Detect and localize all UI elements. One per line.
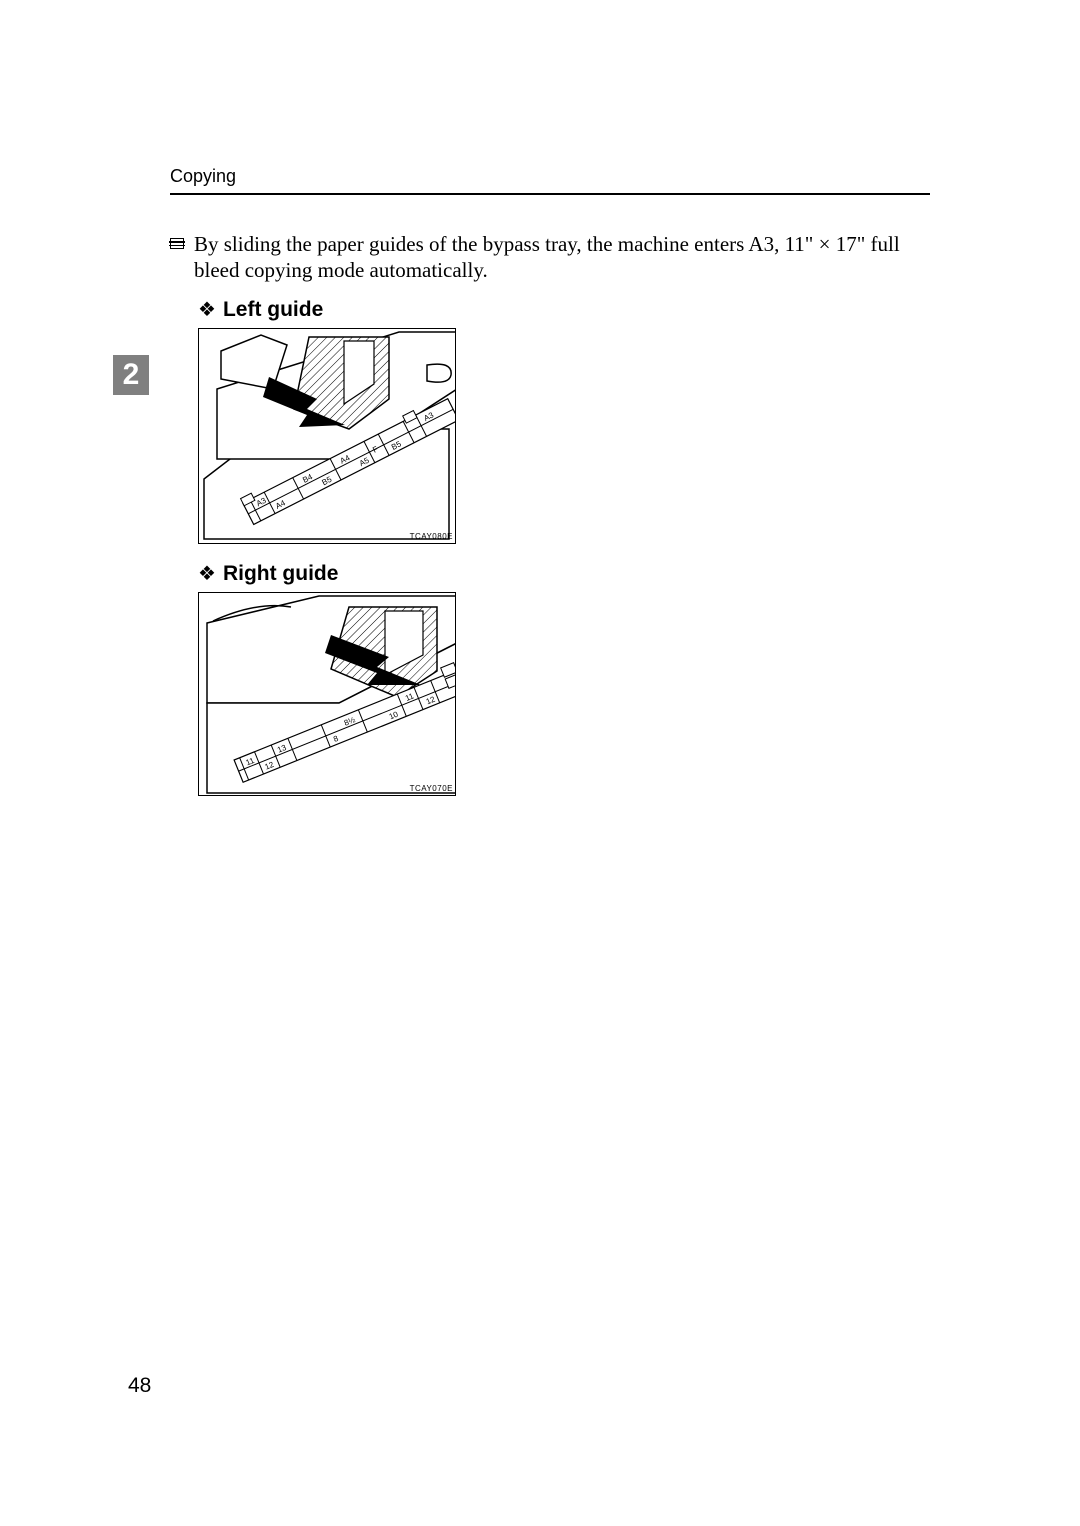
figure-id: TCAY070E <box>410 784 453 793</box>
note-text: By sliding the paper guides of the bypas… <box>194 231 930 284</box>
diamond-icon: ❖ <box>198 300 216 320</box>
subsection-heading-right-guide: ❖ Right guide <box>198 562 930 586</box>
note-item: By sliding the paper guides of the bypas… <box>170 231 930 284</box>
right-guide-figure: 11 12 13 8 8½ 10 11 12 <box>198 592 930 796</box>
right-guide-label: Right guide <box>223 562 338 586</box>
note-bullet-icon <box>170 238 184 249</box>
figure-id: TCAY080E <box>410 532 453 541</box>
left-guide-label: Left guide <box>223 298 323 322</box>
diamond-icon: ❖ <box>198 564 216 584</box>
subsection-heading-left-guide: ❖ Left guide <box>198 298 930 322</box>
header-rule <box>170 193 930 195</box>
chapter-badge: 2 <box>113 355 149 395</box>
left-guide-figure: A3 A4 B4 B5 A4 A5 F B5 A3 <box>198 328 930 544</box>
running-head: Copying <box>170 166 236 187</box>
page-number: 48 <box>128 1374 151 1398</box>
